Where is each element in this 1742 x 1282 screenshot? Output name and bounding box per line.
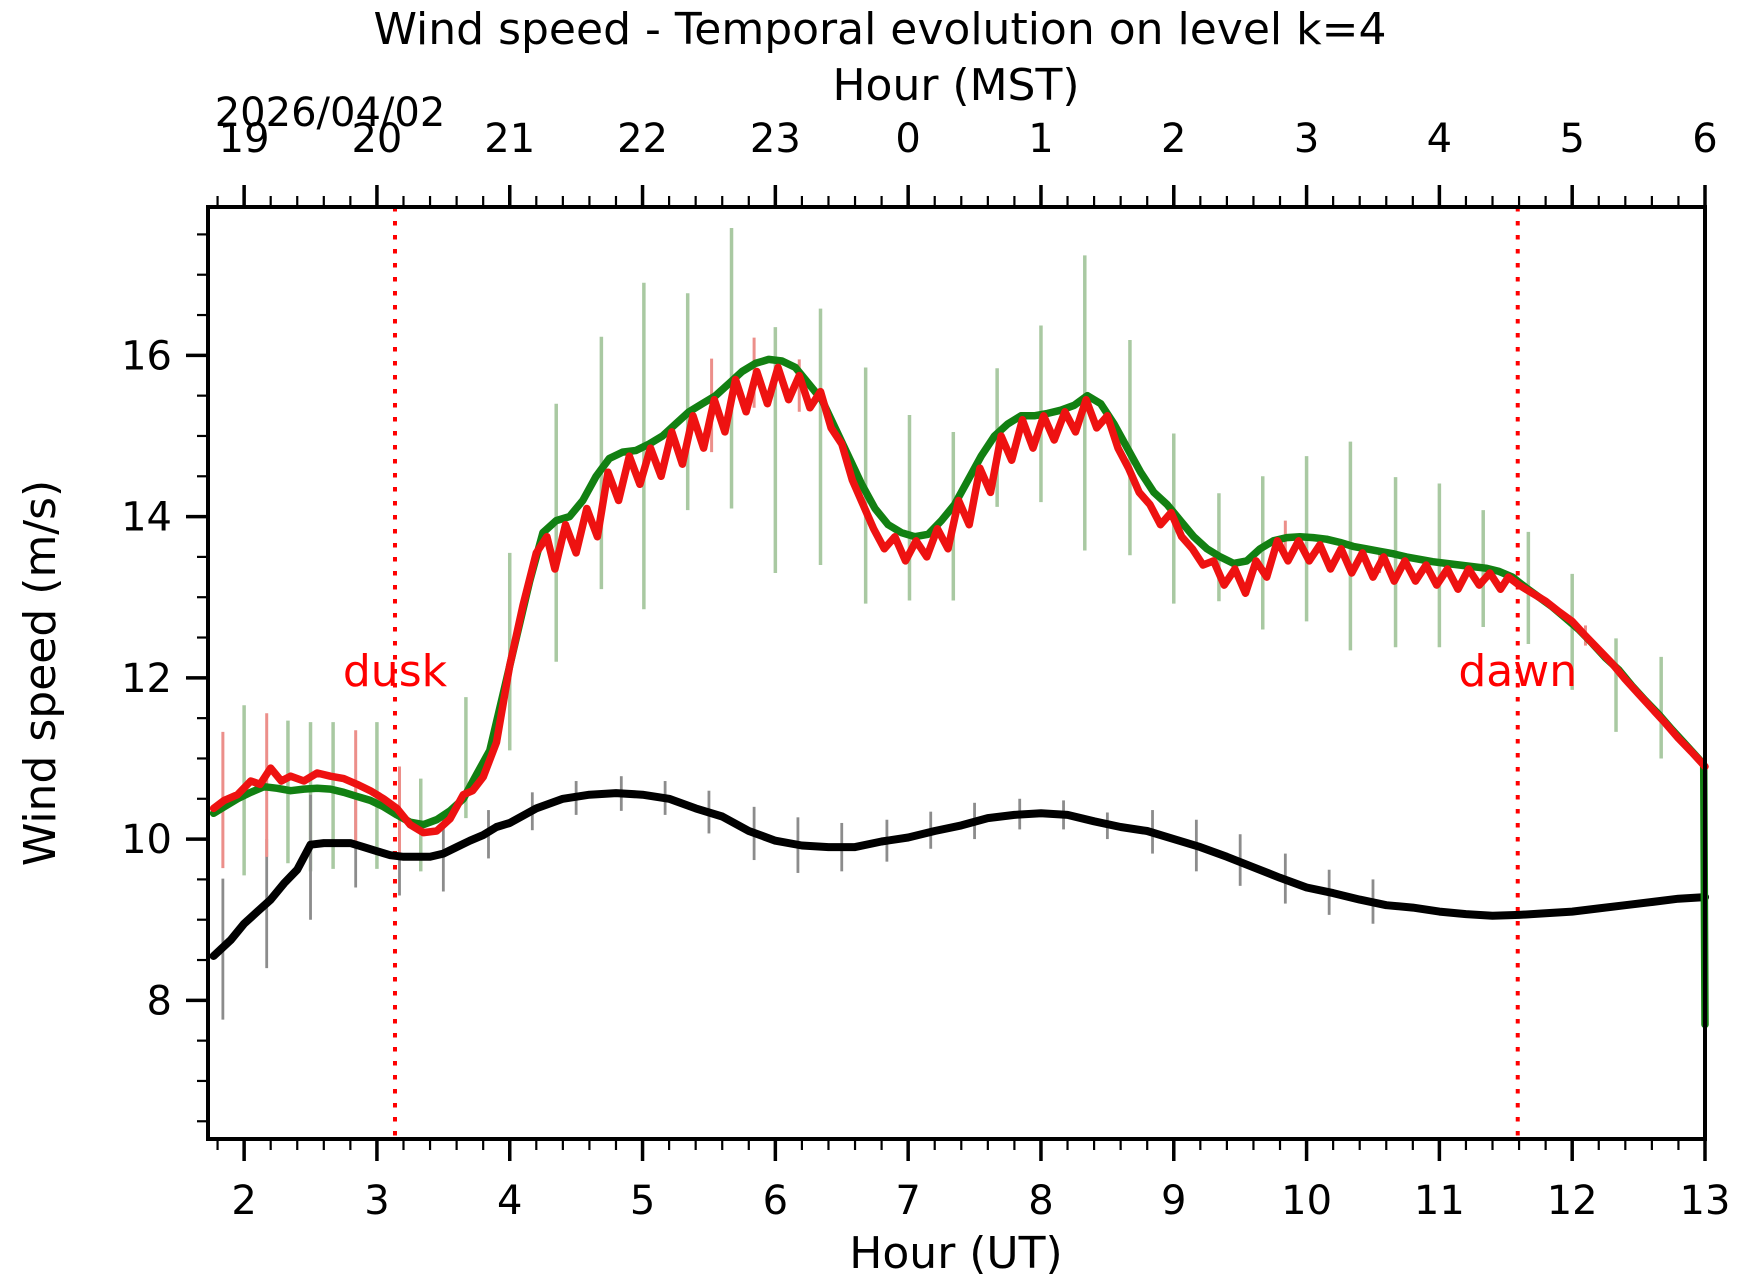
y-tick-label: 10 <box>121 817 172 863</box>
y-tick-label: 8 <box>147 978 172 1024</box>
top-tick-label: 0 <box>895 116 920 162</box>
y-tick-label: 14 <box>121 495 172 541</box>
red-error-bars <box>221 337 1587 869</box>
curves-layer <box>209 355 1709 1029</box>
green-error-bars <box>242 227 1707 876</box>
dusk-dawn-lines-layer <box>392 207 1520 1139</box>
x-tick-label: 4 <box>497 1178 522 1224</box>
x-tick-label: 11 <box>1414 1178 1465 1224</box>
x-tick-label: 6 <box>763 1178 788 1224</box>
x-tick-label: 9 <box>1161 1178 1186 1224</box>
x-tick-label: 10 <box>1281 1178 1332 1224</box>
plot-frame <box>206 205 1707 1141</box>
chart-title: Wind speed - Temporal evolution on level… <box>374 4 1387 55</box>
x-tick-label: 12 <box>1547 1178 1598 1224</box>
x-tick-label: 5 <box>630 1178 655 1224</box>
x-axis-label: Hour (UT) <box>849 1228 1062 1279</box>
top-tick-label: 1 <box>1028 116 1053 162</box>
x-tick-label: 3 <box>364 1178 389 1224</box>
axes-frame-layer <box>206 205 1707 1141</box>
top-tick-label: 23 <box>750 116 801 162</box>
black-series-line <box>209 789 1709 960</box>
x-tick-label: 2 <box>231 1178 256 1224</box>
top-tick-label: 20 <box>351 116 402 162</box>
x-tick-label: 7 <box>895 1178 920 1224</box>
top-tick-label: 21 <box>484 116 535 162</box>
dusk-annotation: dusk <box>343 646 448 697</box>
y-axis-label: Wind speed (m/s) <box>15 480 66 866</box>
dawn-annotation: dawn <box>1458 646 1577 697</box>
y-tick-label: 16 <box>121 333 172 379</box>
top-axis-label: Hour (MST) <box>832 60 1079 111</box>
top-tick-label: 22 <box>617 116 668 162</box>
red-series-line <box>209 363 1709 837</box>
top-tick-label: 4 <box>1427 116 1452 162</box>
y-tick-label: 12 <box>121 656 172 702</box>
top-tick-label: 2 <box>1161 116 1186 162</box>
x-tick-label: 8 <box>1028 1178 1053 1224</box>
top-tick-label: 19 <box>219 116 270 162</box>
ticks-layer <box>186 185 1707 1161</box>
top-tick-label: 6 <box>1692 116 1717 162</box>
top-tick-label: 5 <box>1559 116 1584 162</box>
x-tick-label: 13 <box>1680 1178 1731 1224</box>
top-tick-label: 3 <box>1294 116 1319 162</box>
error-bars-layer <box>221 227 1707 1020</box>
top-axis-date: 2026/04/02 <box>215 90 446 136</box>
